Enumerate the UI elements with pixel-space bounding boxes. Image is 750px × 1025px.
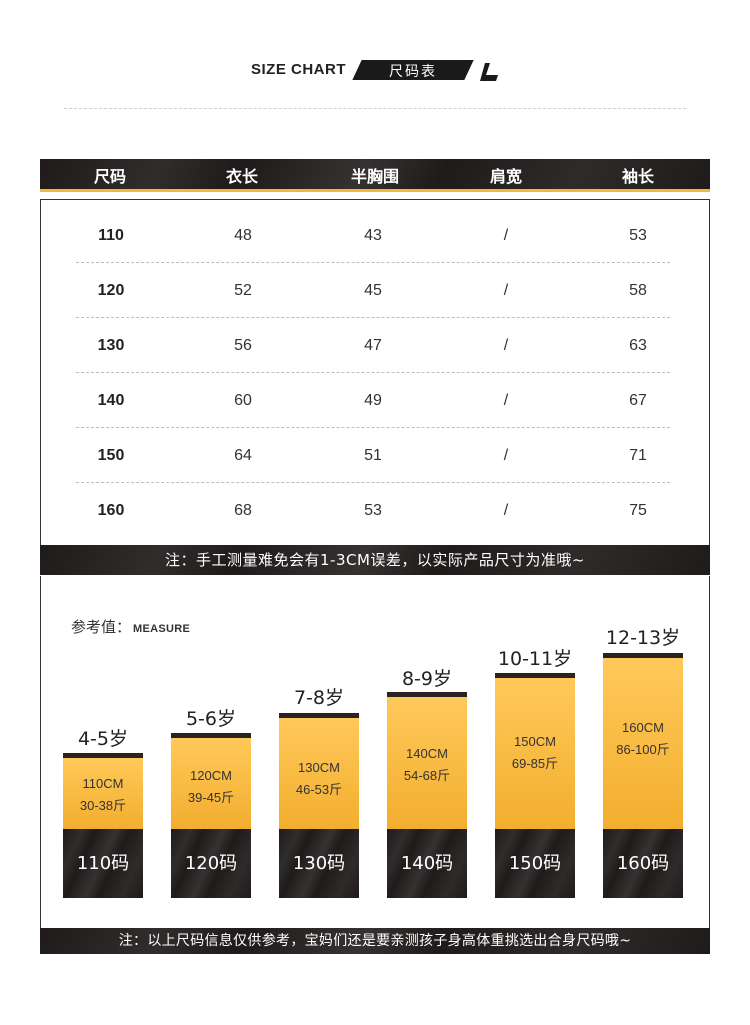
brand-logo-icon bbox=[480, 63, 498, 81]
cell-shoulder: / bbox=[503, 282, 509, 299]
age-label: 4-5岁 bbox=[77, 728, 129, 750]
size-table: 110 48 43 / 53 120 52 45 / 58 130 56 47 … bbox=[40, 199, 710, 546]
size-label: 150码 bbox=[495, 829, 575, 898]
header-sleeve: 袖长 bbox=[621, 167, 654, 186]
header-half-chest: 半胸围 bbox=[350, 167, 399, 186]
reference-label: 参考值： MEASURE bbox=[71, 616, 190, 637]
cell-length: 60 bbox=[234, 392, 252, 409]
title-row: SIZE CHART 尺码表 bbox=[0, 58, 750, 84]
bar-cap bbox=[279, 713, 359, 718]
header-shoulder: 肩宽 bbox=[489, 167, 522, 186]
cell-shoulder: / bbox=[503, 502, 509, 519]
cell-half-chest: 47 bbox=[364, 337, 382, 354]
reference-note: 注：以上尺码信息仅供参考，宝妈们还是要亲测孩子身高体重挑选出合身尺码哦~ bbox=[40, 928, 710, 954]
cell-sleeve: 67 bbox=[629, 392, 647, 409]
weight-label: 69-85斤 bbox=[511, 756, 559, 771]
height-label: 110CM bbox=[82, 776, 124, 791]
weight-label: 86-100斤 bbox=[616, 742, 670, 757]
cell-half-chest: 43 bbox=[364, 227, 382, 244]
cell-length: 56 bbox=[234, 337, 252, 354]
cell-half-chest: 49 bbox=[364, 392, 382, 409]
size-label: 140码 bbox=[387, 829, 467, 898]
cell-length: 68 bbox=[234, 502, 252, 519]
bar-cap bbox=[603, 653, 683, 658]
age-label: 12-13岁 bbox=[605, 627, 681, 649]
height-label: 120CM bbox=[190, 768, 232, 783]
weight-label: 54-68斤 bbox=[403, 768, 451, 783]
cell-length: 52 bbox=[234, 282, 252, 299]
divider bbox=[64, 108, 686, 109]
cell-shoulder: / bbox=[503, 227, 509, 244]
reference-label-en: MEASURE bbox=[133, 623, 191, 635]
size-label: 120码 bbox=[171, 829, 251, 898]
cell-sleeve: 53 bbox=[629, 227, 647, 244]
cell-size: 130 bbox=[97, 337, 125, 354]
cell-size: 140 bbox=[97, 392, 125, 409]
bar-cap bbox=[63, 753, 143, 758]
table-row: 160 68 53 / 75 bbox=[41, 483, 709, 538]
size-bar: 120CM 39-45斤 bbox=[171, 738, 251, 829]
title-cn: 尺码表 bbox=[389, 64, 437, 80]
table-row: 130 56 47 / 63 bbox=[41, 318, 709, 373]
table-row: 150 64 51 / 71 bbox=[41, 428, 709, 483]
age-label: 5-6岁 bbox=[185, 708, 237, 730]
height-label: 150CM bbox=[514, 734, 556, 749]
weight-label: 46-53斤 bbox=[295, 782, 343, 797]
title-en: SIZE CHART bbox=[251, 61, 346, 78]
cell-sleeve: 71 bbox=[629, 447, 647, 464]
weight-label: 39-45斤 bbox=[187, 790, 235, 805]
table-row: 140 60 49 / 67 bbox=[41, 373, 709, 428]
bar-cap bbox=[171, 733, 251, 738]
cell-size: 120 bbox=[97, 282, 125, 299]
cell-length: 64 bbox=[234, 447, 252, 464]
size-bar: 110CM 30-38斤 bbox=[63, 758, 143, 829]
size-label: 110码 bbox=[63, 829, 143, 898]
header-length: 衣长 bbox=[225, 167, 258, 186]
title-cn-badge: 尺码表 bbox=[352, 58, 475, 82]
cell-sleeve: 75 bbox=[629, 502, 647, 519]
weight-label: 30-38斤 bbox=[79, 798, 127, 813]
age-label: 10-11岁 bbox=[497, 648, 573, 670]
size-bar: 150CM 69-85斤 bbox=[495, 678, 575, 829]
size-bar: 140CM 54-68斤 bbox=[387, 697, 467, 829]
age-label: 8-9岁 bbox=[401, 668, 453, 690]
cell-shoulder: / bbox=[503, 337, 509, 354]
row-divider bbox=[76, 317, 670, 318]
bar-cap bbox=[495, 673, 575, 678]
height-label: 130CM bbox=[298, 760, 340, 775]
reference-label-cn: 参考值： bbox=[71, 618, 132, 636]
size-label: 130码 bbox=[279, 829, 359, 898]
cell-length: 48 bbox=[234, 227, 252, 244]
cell-size: 150 bbox=[97, 447, 125, 464]
row-divider bbox=[76, 482, 670, 483]
table-row: 110 48 43 / 53 bbox=[41, 208, 709, 263]
size-bar: 130CM 46-53斤 bbox=[279, 718, 359, 829]
header-accent-line bbox=[40, 189, 710, 192]
cell-half-chest: 53 bbox=[364, 502, 382, 519]
reference-section: 参考值： MEASURE 4-5岁 110CM 30-38斤 110码 5-6岁 … bbox=[40, 576, 710, 929]
cell-size: 160 bbox=[97, 502, 125, 519]
row-divider bbox=[76, 372, 670, 373]
age-label: 7-8岁 bbox=[293, 687, 345, 709]
cell-size: 110 bbox=[98, 227, 124, 244]
header-size: 尺码 bbox=[93, 167, 126, 186]
cell-shoulder: / bbox=[503, 392, 509, 409]
row-divider bbox=[76, 427, 670, 428]
measurement-note: 注：手工测量难免会有1-3CM误差，以实际产品尺寸为准哦~ bbox=[40, 545, 710, 575]
size-label: 160码 bbox=[603, 829, 683, 898]
cell-half-chest: 45 bbox=[364, 282, 382, 299]
cell-half-chest: 51 bbox=[364, 447, 382, 464]
height-label: 160CM bbox=[622, 720, 664, 735]
bar-cap bbox=[387, 692, 467, 697]
table-header: 尺码 衣长 半胸围 肩宽 袖长 bbox=[40, 159, 710, 189]
table-row: 120 52 45 / 58 bbox=[41, 263, 709, 318]
row-divider bbox=[76, 262, 670, 263]
cell-sleeve: 63 bbox=[629, 337, 647, 354]
cell-sleeve: 58 bbox=[629, 282, 647, 299]
size-bar: 160CM 86-100斤 bbox=[603, 658, 683, 829]
cell-shoulder: / bbox=[503, 447, 509, 464]
height-label: 140CM bbox=[406, 746, 448, 761]
